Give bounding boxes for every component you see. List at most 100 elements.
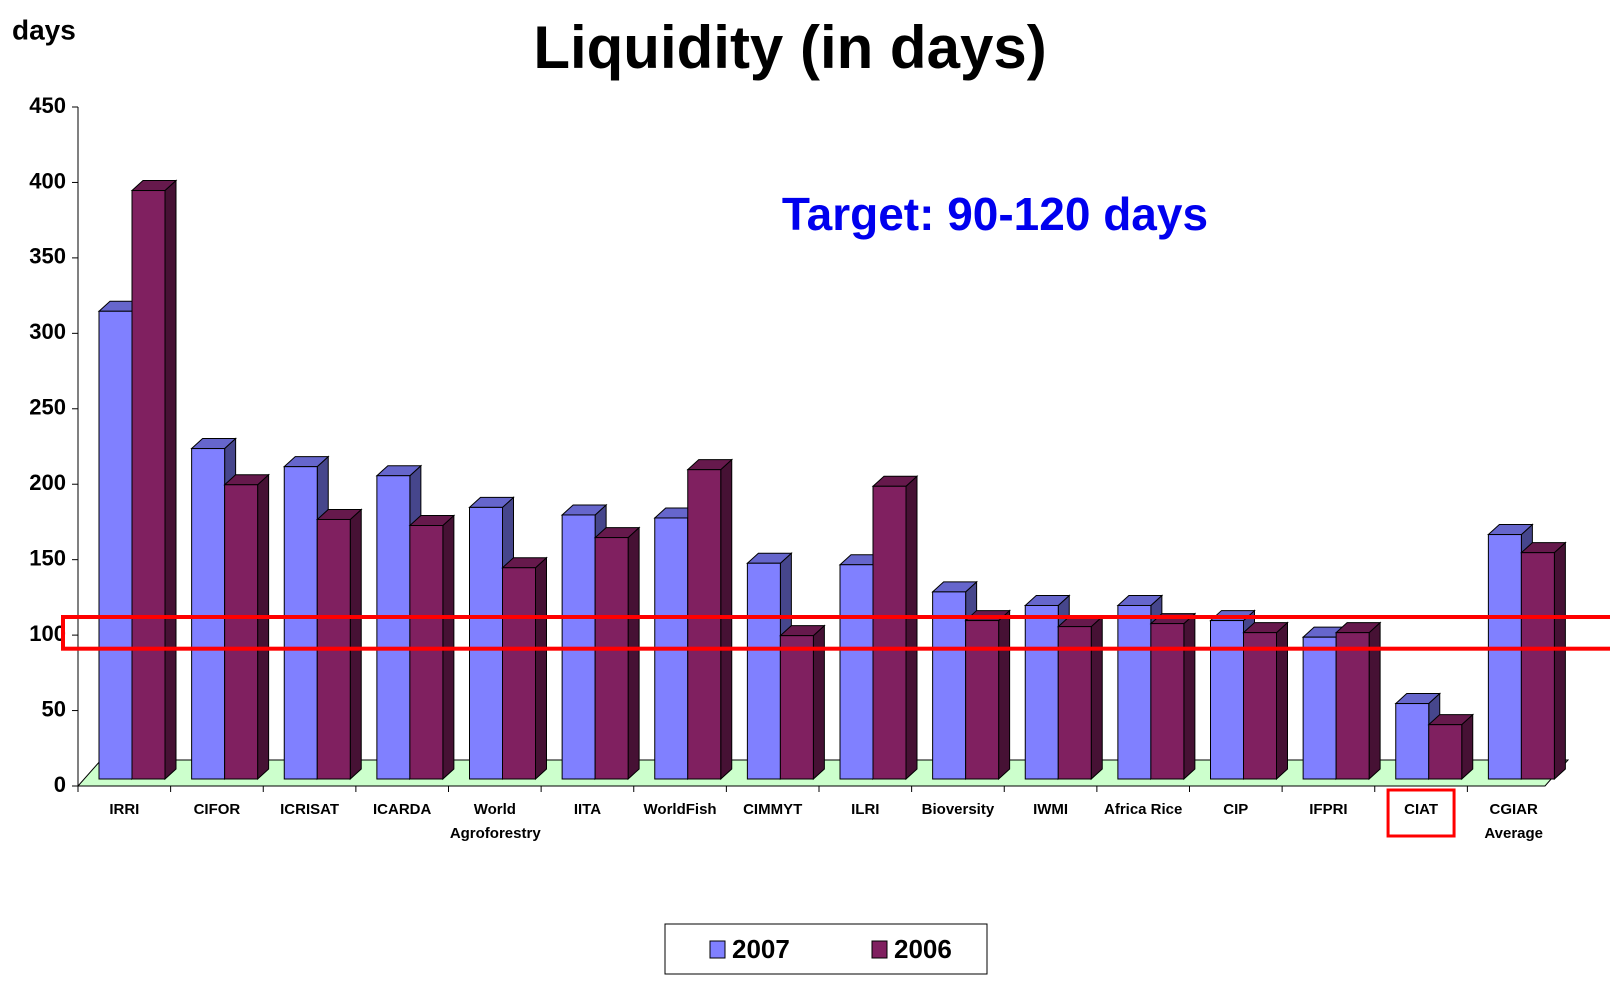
- bar-front: [779, 635, 814, 780]
- bar-top-shade: [1243, 622, 1288, 633]
- bar-top-shade: [317, 509, 362, 520]
- bar: [130, 179, 178, 781]
- bar: [871, 475, 919, 781]
- legend-label: 2006: [894, 934, 952, 964]
- bar-top-shade: [1521, 542, 1566, 553]
- bar-front: [1335, 632, 1370, 780]
- bar: [1056, 615, 1104, 781]
- bar-front: [1024, 604, 1059, 780]
- bar-top-shade: [469, 497, 514, 508]
- bar: [686, 458, 734, 781]
- legend-swatch: [709, 940, 726, 959]
- bar-front: [409, 525, 444, 780]
- bar-front: [1428, 724, 1463, 780]
- bar-side-shade: [1554, 542, 1566, 779]
- x-tick-label: IFPRI: [1309, 801, 1348, 818]
- legend-label: 2007: [732, 934, 790, 964]
- bar: [1427, 713, 1475, 781]
- annotation: Target: 90-120 days: [782, 188, 1208, 240]
- bar: [223, 473, 270, 781]
- x-tick-label: ICRISAT: [280, 801, 339, 818]
- bar-side-shade: [257, 474, 269, 779]
- bar-front: [502, 567, 536, 780]
- bar-front: [98, 310, 133, 780]
- bar-side-shade: [720, 459, 732, 779]
- x-tick-label: IRRI: [109, 801, 140, 818]
- bar-side-shade: [165, 180, 176, 780]
- y-axis-label: days: [12, 14, 76, 45]
- x-tick-label: CIAT: [1404, 801, 1438, 818]
- bar-top-shade: [409, 515, 454, 526]
- bar-front: [224, 484, 259, 780]
- bar-side-shade: [350, 509, 362, 779]
- chart-title: Liquidity (in days): [533, 14, 1046, 81]
- x-tick-label: World Agroforestry: [449, 801, 541, 842]
- x-tick-label: CGIAR Average: [1484, 801, 1544, 842]
- bar-top-shade: [1058, 616, 1103, 627]
- bar: [1520, 541, 1567, 781]
- bar-front: [872, 485, 907, 780]
- bar: [593, 526, 641, 781]
- bar-top-shade: [502, 557, 547, 568]
- bar-side-shade: [1369, 622, 1381, 779]
- x-tick-label: CIP: [1223, 801, 1249, 818]
- x-tick-label: ILRI: [851, 801, 880, 818]
- bar-front: [1210, 620, 1244, 780]
- x-tick-label: CIFOR: [193, 801, 241, 818]
- bar: [501, 556, 548, 781]
- bar-top-shade: [747, 553, 792, 564]
- bar-top-shade: [780, 625, 825, 636]
- legend-swatch: [871, 940, 888, 959]
- bar-top-shade: [1025, 595, 1070, 606]
- bar-front: [191, 448, 226, 780]
- x-tick-label: IITA: [573, 801, 602, 818]
- x-tick-label: Africa Rice: [1104, 801, 1183, 818]
- bar-top-shade: [595, 527, 640, 538]
- bar-front: [687, 469, 722, 780]
- x-tick-label: WorldFish: [643, 801, 717, 818]
- bar: [1149, 612, 1197, 781]
- bar-front: [965, 620, 1000, 780]
- bar-top-shade: [1117, 595, 1162, 606]
- bar-front: [376, 475, 411, 780]
- bar-front: [1057, 626, 1092, 780]
- y-tick-label: 150: [29, 545, 66, 570]
- y-tick-label: 300: [29, 319, 66, 344]
- y-tick-label: 0: [54, 772, 66, 797]
- x-tick-label: Bioversity: [921, 801, 995, 818]
- bar-side-shade: [998, 610, 1010, 779]
- bar-front: [1487, 534, 1522, 780]
- bar-top-shade: [1428, 714, 1473, 725]
- y-tick-label: 100: [29, 621, 66, 646]
- bar-front: [1117, 604, 1152, 780]
- bar-side-shade: [1461, 714, 1473, 779]
- bar: [1242, 621, 1289, 781]
- bar-top-shade: [284, 456, 329, 467]
- bar-top-shade: [687, 459, 732, 470]
- x-tick-label: CIMMYT: [743, 801, 803, 818]
- bar-front: [839, 564, 874, 780]
- bar-top-shade: [932, 581, 977, 592]
- highlight-box: [1386, 788, 1456, 838]
- bar-top-shade: [1395, 693, 1440, 704]
- y-tick-label: 200: [29, 470, 66, 495]
- bar-front: [1243, 632, 1277, 780]
- bar-side-shade: [1276, 622, 1288, 779]
- bar-side-shade: [1091, 616, 1103, 779]
- x-tick-label: ICARDA: [373, 801, 432, 818]
- bar-top-shade: [1336, 622, 1381, 633]
- bar-top-shade: [191, 438, 236, 449]
- bar-front: [746, 562, 781, 780]
- bar-front: [932, 591, 967, 780]
- bar: [1334, 621, 1382, 781]
- bar-side-shade: [628, 527, 640, 779]
- bar-front: [1302, 636, 1337, 780]
- target-band: [61, 615, 1610, 651]
- bar: [964, 609, 1011, 781]
- bar-top-shade: [132, 180, 176, 191]
- bar-side-shade: [1183, 613, 1195, 779]
- bar-top-shade: [224, 474, 269, 485]
- bar-front: [1395, 703, 1430, 780]
